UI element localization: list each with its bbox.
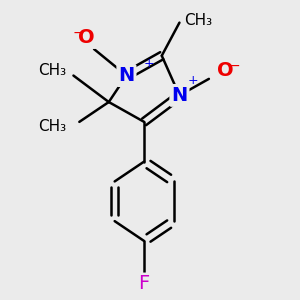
Text: O: O	[217, 61, 233, 80]
Text: CH₃: CH₃	[38, 119, 66, 134]
Text: N: N	[171, 86, 188, 105]
Text: O: O	[78, 28, 95, 47]
Text: CH₃: CH₃	[38, 63, 66, 78]
Text: N: N	[118, 66, 135, 85]
Text: CH₃: CH₃	[184, 14, 212, 28]
Text: F: F	[139, 274, 150, 293]
Text: −: −	[72, 26, 84, 40]
Text: −: −	[228, 58, 240, 73]
Text: +: +	[188, 74, 198, 87]
Text: +: +	[143, 58, 154, 70]
